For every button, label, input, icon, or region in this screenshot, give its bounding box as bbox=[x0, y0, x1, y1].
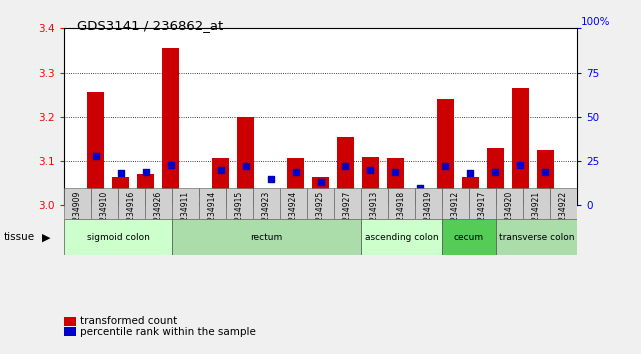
Bar bbox=[312, 177, 329, 205]
Point bbox=[515, 162, 526, 167]
Point bbox=[415, 185, 426, 190]
Text: GSM234913: GSM234913 bbox=[370, 191, 379, 237]
Bar bbox=[118, 188, 145, 219]
Bar bbox=[87, 92, 104, 205]
Point bbox=[465, 171, 476, 176]
Point bbox=[190, 190, 201, 196]
Bar bbox=[437, 99, 454, 205]
Text: GSM234924: GSM234924 bbox=[289, 191, 298, 237]
Point bbox=[290, 169, 301, 175]
Bar bbox=[462, 177, 479, 205]
Text: GSM234910: GSM234910 bbox=[100, 191, 109, 237]
Bar bbox=[64, 219, 172, 255]
Bar bbox=[137, 174, 154, 205]
Bar bbox=[361, 219, 442, 255]
Point bbox=[490, 169, 501, 175]
Point bbox=[390, 169, 401, 175]
Text: ascending colon: ascending colon bbox=[365, 233, 438, 242]
Bar bbox=[145, 188, 172, 219]
Point bbox=[165, 162, 176, 167]
Bar bbox=[280, 188, 307, 219]
Text: ▶: ▶ bbox=[42, 232, 50, 242]
Text: GSM234916: GSM234916 bbox=[127, 191, 136, 237]
Bar bbox=[307, 188, 334, 219]
Bar bbox=[387, 158, 404, 205]
Text: tissue: tissue bbox=[3, 232, 35, 242]
Text: GSM234909: GSM234909 bbox=[73, 191, 82, 237]
Bar bbox=[442, 219, 496, 255]
Point bbox=[365, 167, 376, 173]
Bar bbox=[388, 188, 415, 219]
Bar bbox=[523, 188, 550, 219]
Text: GSM234923: GSM234923 bbox=[262, 191, 271, 237]
Bar bbox=[199, 188, 226, 219]
Point bbox=[265, 176, 276, 182]
Point bbox=[215, 167, 226, 173]
Text: cecum: cecum bbox=[454, 233, 484, 242]
Bar bbox=[487, 148, 504, 205]
Bar bbox=[512, 88, 529, 205]
Bar bbox=[442, 188, 469, 219]
Point bbox=[140, 169, 151, 175]
Text: GSM234914: GSM234914 bbox=[208, 191, 217, 237]
Bar bbox=[412, 192, 429, 205]
Bar bbox=[496, 188, 523, 219]
Point bbox=[315, 179, 326, 185]
Bar bbox=[237, 117, 254, 205]
Bar bbox=[334, 188, 361, 219]
Text: transformed count: transformed count bbox=[80, 316, 178, 326]
Text: GSM234917: GSM234917 bbox=[478, 191, 487, 237]
Bar bbox=[162, 48, 179, 205]
Text: GDS3141 / 236862_at: GDS3141 / 236862_at bbox=[77, 19, 223, 33]
Bar bbox=[469, 188, 496, 219]
Text: 100%: 100% bbox=[581, 17, 611, 27]
Text: GSM234926: GSM234926 bbox=[154, 191, 163, 237]
Bar bbox=[187, 201, 204, 205]
Text: GSM234920: GSM234920 bbox=[505, 191, 514, 237]
Text: rectum: rectum bbox=[251, 233, 283, 242]
Text: transverse colon: transverse colon bbox=[499, 233, 574, 242]
Bar bbox=[253, 188, 280, 219]
Bar bbox=[91, 188, 118, 219]
Bar bbox=[112, 177, 129, 205]
Bar bbox=[337, 137, 354, 205]
Text: GSM234925: GSM234925 bbox=[316, 191, 325, 237]
Text: GSM234919: GSM234919 bbox=[424, 191, 433, 237]
Point bbox=[540, 169, 551, 175]
Text: GSM234918: GSM234918 bbox=[397, 191, 406, 237]
Bar bbox=[496, 219, 577, 255]
Bar bbox=[64, 188, 91, 219]
Bar bbox=[537, 150, 554, 205]
Bar bbox=[262, 193, 279, 205]
Text: GSM234915: GSM234915 bbox=[235, 191, 244, 237]
Bar bbox=[212, 158, 229, 205]
Text: GSM234912: GSM234912 bbox=[451, 191, 460, 237]
Text: GSM234927: GSM234927 bbox=[343, 191, 352, 237]
Point bbox=[440, 164, 451, 169]
Text: GSM234921: GSM234921 bbox=[532, 191, 541, 237]
Bar bbox=[361, 188, 388, 219]
Bar bbox=[226, 188, 253, 219]
Text: GSM234911: GSM234911 bbox=[181, 191, 190, 237]
Bar bbox=[550, 188, 577, 219]
Bar bbox=[415, 188, 442, 219]
Text: percentile rank within the sample: percentile rank within the sample bbox=[80, 327, 256, 337]
Point bbox=[115, 171, 126, 176]
Text: GSM234922: GSM234922 bbox=[559, 191, 568, 237]
Bar bbox=[172, 219, 361, 255]
Bar bbox=[287, 158, 304, 205]
Point bbox=[340, 164, 351, 169]
Point bbox=[90, 153, 101, 159]
Bar bbox=[172, 188, 199, 219]
Bar bbox=[362, 157, 379, 205]
Point bbox=[240, 164, 251, 169]
Text: sigmoid colon: sigmoid colon bbox=[87, 233, 149, 242]
